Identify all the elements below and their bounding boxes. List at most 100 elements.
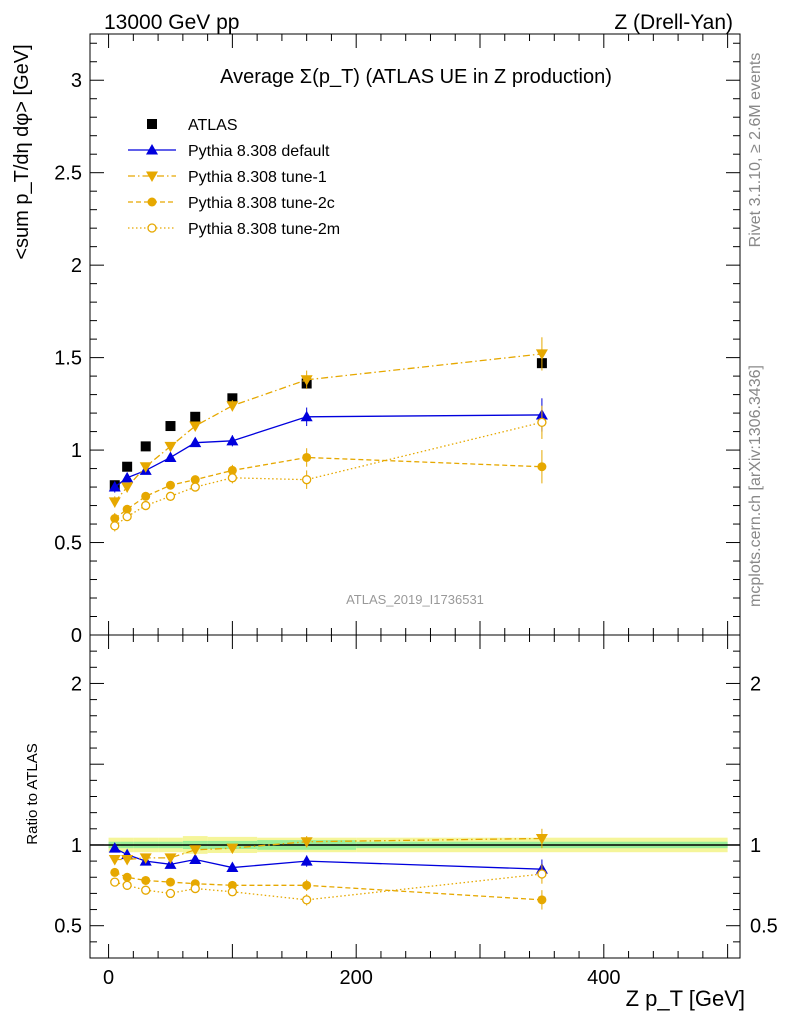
series-2 — [108, 337, 548, 508]
y-tick-label: 0.5 — [54, 916, 82, 938]
data-point — [122, 511, 132, 522]
data-point — [190, 482, 200, 492]
data-point — [164, 451, 177, 462]
series-4 — [110, 405, 547, 532]
main-axes: 0 0.5 1 1.5 2 2.5 3 — [54, 34, 740, 647]
data-point — [189, 436, 202, 448]
legend-marker — [147, 119, 157, 129]
legend-label: ATLAS — [188, 117, 238, 134]
y-tick-label: 0 — [71, 625, 82, 647]
series-line — [114, 421, 543, 527]
ratio-point — [226, 861, 239, 873]
main-series — [108, 337, 548, 532]
legend-label: Pythia 8.308 default — [188, 143, 330, 160]
data-point — [302, 452, 312, 462]
data-point — [139, 462, 152, 473]
data-point — [110, 521, 120, 531]
x-tick-label: 0 — [103, 967, 114, 989]
legend-entry-1: Pythia 8.308 default — [128, 143, 330, 160]
data-point — [121, 471, 134, 483]
ratio-point — [122, 872, 132, 882]
x-axis-label: Z p_T [GeV] — [626, 986, 745, 1011]
data-point — [141, 500, 151, 511]
ratio-point — [165, 877, 175, 887]
legend-entry-3: Pythia 8.308 tune-2c — [128, 195, 335, 212]
data-point — [190, 475, 200, 485]
ratio-point — [141, 885, 151, 895]
series-0 — [109, 358, 547, 491]
ratio-point — [302, 895, 312, 905]
data-point — [108, 497, 121, 508]
data-point — [189, 421, 202, 433]
ratio-point — [189, 845, 202, 856]
legend-marker — [146, 171, 158, 182]
ratio-series — [108, 828, 548, 910]
legend-entry-4: Pythia 8.308 tune-2m — [128, 221, 340, 238]
series-line — [114, 353, 542, 503]
data-point — [227, 473, 238, 483]
ratio-point — [141, 875, 151, 885]
data-point — [121, 482, 134, 494]
data-point — [300, 375, 313, 386]
data-point — [122, 504, 132, 514]
main-y-label: <sum p_T/dη dφ> [GeV] — [11, 44, 33, 259]
y-tick-label: 2 — [71, 255, 82, 277]
ratio-point — [302, 880, 312, 890]
data-point — [227, 465, 237, 475]
legend-label: Pythia 8.308 tune-2m — [188, 221, 340, 238]
ratio-point — [535, 833, 548, 845]
rivet-label: Rivet 3.1.10, ≥ 2.6M events — [747, 53, 764, 248]
y-tick-label: 0.5 — [54, 533, 82, 555]
data-point — [226, 401, 239, 412]
ratio-point — [164, 853, 177, 864]
data-point — [164, 441, 177, 453]
ratio-y-label: Ratio to ATLAS — [24, 743, 41, 844]
ratio-point — [108, 854, 121, 866]
data-point — [108, 481, 121, 492]
series-3 — [110, 448, 547, 525]
x-tick-label: 200 — [340, 967, 373, 989]
ratio-frame — [89, 634, 741, 959]
y-tick-label: 1.5 — [54, 348, 82, 370]
ratio-point — [165, 888, 176, 899]
ratio-point — [537, 895, 547, 905]
ratio-point — [226, 843, 239, 855]
data-point — [537, 417, 547, 427]
data-point — [535, 349, 548, 360]
ratio-line — [114, 871, 542, 901]
data-point — [300, 410, 313, 422]
ratio-panel: 0 200 400 0.5 0.5 1 1 2 2 Ratio to ATLAS — [24, 634, 778, 989]
legend-entry-0: ATLAS — [147, 117, 238, 134]
y-tick-label-right: 0.5 — [750, 916, 778, 938]
data-point — [140, 441, 151, 452]
x-tick-label: 400 — [587, 967, 620, 989]
mcplots-label: mcplots.cern.ch [arXiv:1306.3436] — [747, 365, 764, 607]
ratio-series-3 — [110, 864, 547, 906]
analysis-id: ATLAS_2019_I1736531 — [346, 592, 484, 607]
data-point — [165, 480, 175, 490]
data-point — [122, 461, 133, 472]
data-point — [141, 491, 151, 501]
ratio-point — [121, 854, 134, 866]
ratio-uncertainty-band — [90, 836, 740, 854]
main-title: Average Σ(p_T) (ATLAS UE in Z production… — [220, 66, 612, 88]
ratio-point — [300, 855, 313, 866]
data-point — [227, 393, 238, 404]
legend-marker — [146, 144, 158, 155]
y-tick-label: 1 — [71, 440, 82, 462]
series-line — [114, 456, 542, 520]
ratio-series-1 — [108, 828, 548, 866]
ratio-point — [300, 837, 313, 848]
legend-label: Pythia 8.308 tune-2c — [188, 195, 335, 212]
ratio-point — [122, 880, 132, 890]
data-point — [537, 462, 547, 472]
series-1 — [108, 398, 548, 493]
data-point — [302, 475, 312, 485]
y-tick-label: 2.5 — [54, 163, 82, 185]
main-panel: Average Σ(p_T) (ATLAS UE in Z production… — [11, 33, 741, 647]
legend-label: Pythia 8.308 tune-1 — [188, 169, 327, 186]
data-point — [190, 411, 201, 422]
ratio-point — [537, 869, 547, 879]
y-tick-label: 1 — [71, 835, 82, 857]
